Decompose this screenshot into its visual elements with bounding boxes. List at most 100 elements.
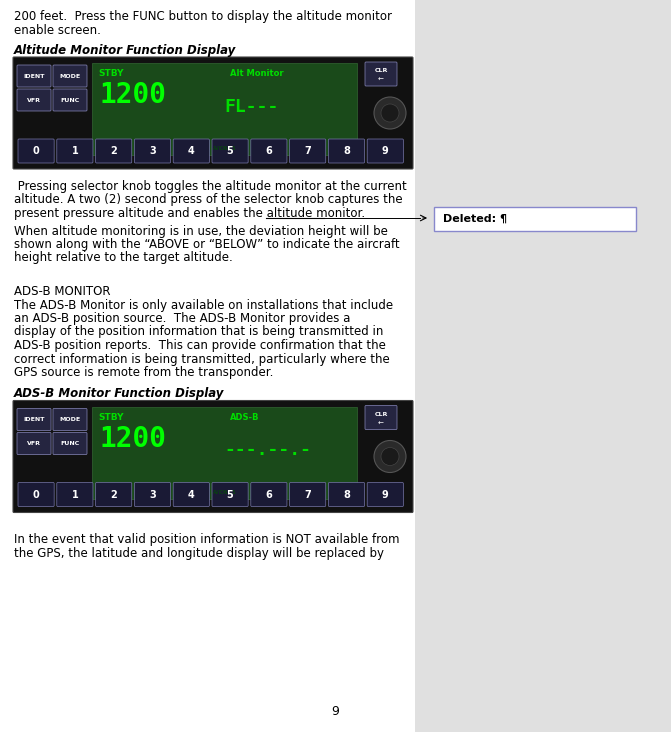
Text: CLR: CLR [374,412,388,417]
FancyBboxPatch shape [328,482,364,507]
FancyBboxPatch shape [434,207,636,231]
Circle shape [381,104,399,122]
FancyBboxPatch shape [13,57,413,169]
Text: Alt Monitor: Alt Monitor [229,69,283,78]
Bar [415,0,671,732]
Text: STBY: STBY [98,413,123,422]
Text: 1200: 1200 [100,81,167,109]
Text: 9: 9 [331,705,339,718]
FancyBboxPatch shape [365,62,397,86]
Circle shape [374,441,406,472]
Text: correct information is being transmitted, particularly where the: correct information is being transmitted… [14,353,390,365]
Text: altitude. A two (2) second press of the selector knob captures the: altitude. A two (2) second press of the … [14,193,403,206]
Text: In the event that valid position information is NOT available from: In the event that valid position informa… [14,534,399,547]
Text: FUNC: FUNC [60,441,80,446]
Text: 7: 7 [304,146,311,156]
Text: CLR: CLR [374,69,388,73]
Text: ←: ← [378,420,384,427]
FancyBboxPatch shape [173,139,209,163]
FancyBboxPatch shape [365,406,397,430]
Text: GPS source is remote from the transponder.: GPS source is remote from the transponde… [14,366,273,379]
FancyBboxPatch shape [367,139,403,163]
Text: 7: 7 [304,490,311,499]
FancyBboxPatch shape [212,139,248,163]
FancyBboxPatch shape [53,89,87,111]
Text: 0: 0 [33,490,40,499]
FancyBboxPatch shape [53,433,87,455]
Text: 8: 8 [343,146,350,156]
FancyBboxPatch shape [18,139,54,163]
Text: IDENT: IDENT [23,417,45,422]
Text: 1: 1 [72,490,79,499]
Text: FL---: FL--- [225,98,279,116]
Text: 0: 0 [33,146,40,156]
Text: 4: 4 [188,490,195,499]
Text: 2: 2 [110,490,117,499]
Text: AVIONICS: AVIONICS [213,490,236,495]
FancyBboxPatch shape [134,482,170,507]
Text: ADS-B Monitor Function Display: ADS-B Monitor Function Display [14,387,224,400]
Circle shape [374,97,406,129]
Text: 5: 5 [227,490,234,499]
FancyBboxPatch shape [367,482,403,507]
FancyBboxPatch shape [17,65,51,87]
Text: shown along with the “ABOVE or “BELOW” to indicate the aircraft: shown along with the “ABOVE or “BELOW” t… [14,238,400,251]
Text: VFR: VFR [27,97,41,102]
FancyBboxPatch shape [57,139,93,163]
Text: display of the position information that is being transmitted in: display of the position information that… [14,326,383,338]
Text: 9: 9 [382,146,389,156]
FancyBboxPatch shape [251,139,287,163]
FancyBboxPatch shape [13,400,413,512]
Bar [92,63,357,155]
FancyBboxPatch shape [251,482,287,507]
Text: When altitude monitoring is in use, the deviation height will be: When altitude monitoring is in use, the … [14,225,388,237]
Text: ADS-B MONITOR: ADS-B MONITOR [14,285,111,298]
Text: Altitude Monitor Function Display: Altitude Monitor Function Display [14,44,236,57]
Text: IDENT: IDENT [23,73,45,78]
Text: enable screen.: enable screen. [14,24,101,37]
Text: MODE: MODE [60,73,81,78]
FancyBboxPatch shape [53,408,87,430]
FancyBboxPatch shape [18,482,54,507]
Text: 4: 4 [188,146,195,156]
FancyBboxPatch shape [95,482,132,507]
Text: Pressing selector knob toggles the altitude monitor at the current: Pressing selector knob toggles the altit… [14,180,407,193]
Text: ←: ← [378,77,384,83]
Circle shape [381,447,399,466]
Text: MODE: MODE [60,417,81,422]
FancyBboxPatch shape [290,139,325,163]
FancyBboxPatch shape [95,139,132,163]
Text: 6: 6 [266,490,272,499]
Text: 6: 6 [266,146,272,156]
Text: 1200: 1200 [100,425,167,453]
Text: 1: 1 [72,146,79,156]
Text: an ADS-B position source.  The ADS-B Monitor provides a: an ADS-B position source. The ADS-B Moni… [14,312,350,325]
Text: The ADS-B Monitor is only available on installations that include: The ADS-B Monitor is only available on i… [14,299,393,312]
Text: Deleted: ¶: Deleted: ¶ [443,214,507,224]
FancyBboxPatch shape [17,408,51,430]
Text: ADS-B: ADS-B [229,413,259,422]
FancyBboxPatch shape [173,482,209,507]
FancyBboxPatch shape [134,139,170,163]
FancyBboxPatch shape [328,139,364,163]
FancyBboxPatch shape [212,482,248,507]
Text: present pressure altitude and enables the altitude monitor.: present pressure altitude and enables th… [14,207,365,220]
FancyBboxPatch shape [57,482,93,507]
Text: AVIONICS: AVIONICS [213,146,236,151]
Text: 5: 5 [227,146,234,156]
Text: VFR: VFR [27,441,41,446]
FancyBboxPatch shape [17,89,51,111]
Text: the GPS, the latitude and longitude display will be replaced by: the GPS, the latitude and longitude disp… [14,547,384,560]
Text: ---.--.-: ---.--.- [225,441,311,460]
FancyBboxPatch shape [17,433,51,455]
Text: 200 feet.  Press the FUNC button to display the altitude monitor: 200 feet. Press the FUNC button to displ… [14,10,392,23]
Text: height relative to the target altitude.: height relative to the target altitude. [14,252,233,264]
Text: ADS-B position reports.  This can provide confirmation that the: ADS-B position reports. This can provide… [14,339,386,352]
Bar [92,406,357,498]
FancyBboxPatch shape [290,482,325,507]
Text: FUNC: FUNC [60,97,80,102]
Text: 9: 9 [382,490,389,499]
Text: 3: 3 [149,146,156,156]
FancyBboxPatch shape [53,65,87,87]
Text: 8: 8 [343,490,350,499]
